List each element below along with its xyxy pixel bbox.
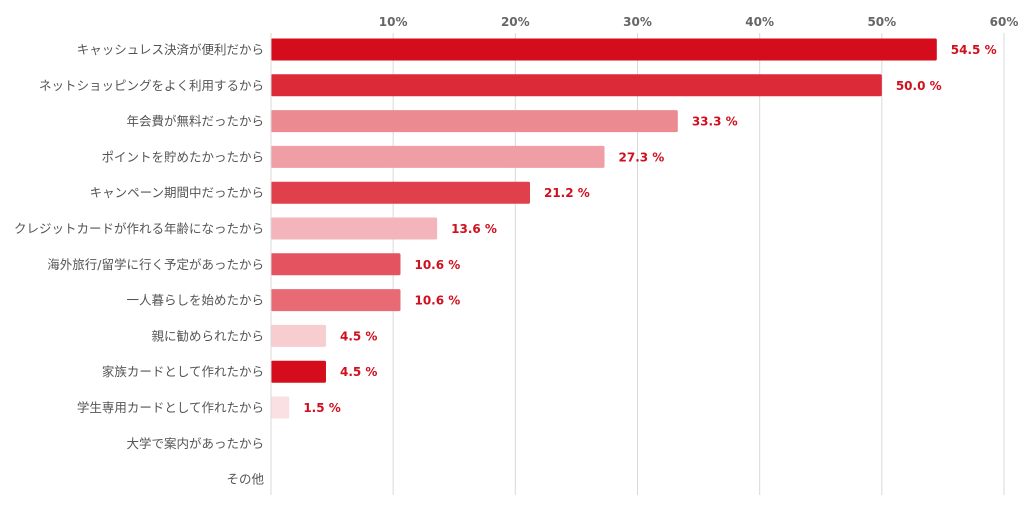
category-labels: キャッシュレス決済が便利だからネットショッピングをよく利用するから年会費が無料だ…: [14, 42, 265, 487]
value-label: 10.6 %: [414, 258, 460, 272]
value-label: 50.0 %: [896, 79, 942, 93]
category-label: その他: [226, 472, 264, 487]
category-label: キャンペーン期間中だったから: [90, 185, 264, 200]
bar: [271, 396, 290, 419]
value-label: 27.3 %: [619, 150, 665, 164]
value-labels: 54.5 % 50.0 % 33.3 % 27.3 % 21.2 % 13.6 % 10.6…: [303, 43, 996, 415]
category-label: ポイントを貯めたかったから: [101, 149, 264, 164]
x-tick-label: 10%: [379, 15, 408, 29]
x-tick-label: 30%: [623, 15, 652, 29]
bar: [271, 74, 882, 97]
category-label: ネットショッピングをよく利用するから: [39, 78, 264, 93]
category-label: 親に勧められたから: [151, 328, 264, 343]
category-label: キャッシュレス決済が便利だから: [77, 42, 264, 57]
bar: [271, 145, 605, 168]
category-label: 学生専用カードとして作れたから: [77, 400, 264, 415]
category-label: 大学で案内があったから: [126, 436, 264, 451]
bar: [271, 253, 401, 276]
bar: [271, 38, 937, 61]
x-axis-ticks: 10% 20% 30% 40% 50% 60%: [379, 15, 1019, 29]
value-label: 21.2 %: [544, 186, 590, 200]
value-label: 4.5 %: [340, 365, 377, 379]
category-label: 一人暮らしを始めたから: [126, 293, 264, 308]
value-label: 4.5 %: [340, 329, 377, 343]
value-label: 1.5 %: [303, 401, 340, 415]
bar: [271, 181, 530, 204]
bar: [271, 360, 326, 383]
bar: [271, 289, 401, 312]
bar: [271, 217, 438, 240]
bars: [271, 38, 937, 419]
category-label: 年会費が無料だったから: [126, 114, 264, 129]
gridlines: [392, 33, 1005, 495]
category-label: 家族カードとして作れたから: [102, 364, 264, 379]
value-label: 10.6 %: [414, 294, 460, 308]
x-tick-label: 40%: [745, 15, 774, 29]
category-label: クレジットカードが作れる年齢になったから: [14, 221, 264, 236]
value-label: 13.6 %: [451, 222, 497, 236]
x-tick-label: 60%: [990, 15, 1019, 29]
bar: [271, 324, 326, 347]
value-label: 54.5 %: [951, 43, 997, 57]
x-tick-label: 20%: [501, 15, 530, 29]
category-label: 海外旅行/留学に行く予定があったから: [47, 257, 264, 272]
x-tick-label: 50%: [867, 15, 896, 29]
value-label: 33.3 %: [692, 115, 738, 129]
bar: [271, 110, 678, 133]
